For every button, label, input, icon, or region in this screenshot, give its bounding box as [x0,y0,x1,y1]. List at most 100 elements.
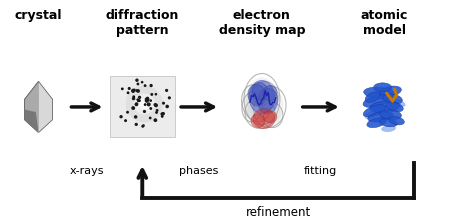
Circle shape [150,108,152,109]
Ellipse shape [247,99,273,126]
Circle shape [136,79,138,81]
Ellipse shape [253,109,275,129]
Circle shape [120,116,122,118]
Ellipse shape [255,84,276,107]
FancyBboxPatch shape [110,76,175,137]
Ellipse shape [252,83,268,100]
Ellipse shape [389,117,404,125]
Circle shape [125,120,127,122]
Circle shape [145,104,146,105]
Circle shape [134,94,154,114]
Ellipse shape [256,89,283,124]
Circle shape [163,102,164,104]
Circle shape [146,98,147,100]
Ellipse shape [249,80,275,114]
Circle shape [144,111,146,112]
Ellipse shape [380,110,401,120]
Ellipse shape [263,104,281,126]
Circle shape [143,125,144,126]
Circle shape [135,124,137,125]
Circle shape [127,112,128,113]
Circle shape [132,107,135,109]
Ellipse shape [382,126,395,132]
Ellipse shape [365,92,380,102]
Ellipse shape [368,112,393,122]
Circle shape [139,99,149,109]
Circle shape [132,90,134,92]
Circle shape [156,112,157,113]
Circle shape [135,116,137,118]
Circle shape [154,104,156,106]
Ellipse shape [263,111,277,123]
Circle shape [133,97,135,99]
Circle shape [147,103,150,106]
Circle shape [156,110,158,111]
Ellipse shape [392,99,405,107]
Ellipse shape [383,94,402,104]
Text: crystal: crystal [15,8,63,22]
Ellipse shape [380,86,401,96]
Circle shape [142,102,146,106]
Circle shape [166,89,167,91]
Circle shape [128,88,130,89]
Text: electron
density map: electron density map [219,8,305,37]
Circle shape [166,105,168,107]
Ellipse shape [374,83,392,92]
Text: fitting: fitting [304,166,337,176]
Circle shape [133,89,135,91]
Circle shape [145,85,146,86]
Ellipse shape [363,95,390,107]
Polygon shape [25,81,53,132]
Ellipse shape [363,105,386,117]
Text: atomic
model: atomic model [361,8,408,37]
Circle shape [161,113,163,115]
Ellipse shape [248,84,266,106]
Circle shape [141,82,143,83]
Ellipse shape [251,114,265,128]
Circle shape [151,94,153,95]
Circle shape [150,85,152,87]
Ellipse shape [244,94,261,120]
Circle shape [137,83,139,85]
Ellipse shape [370,101,400,113]
Circle shape [154,119,156,121]
Ellipse shape [386,102,403,112]
Circle shape [133,96,135,97]
Ellipse shape [258,88,278,114]
Circle shape [155,104,157,107]
Circle shape [146,98,149,101]
Circle shape [128,92,129,93]
Circle shape [138,96,140,98]
Circle shape [142,126,144,127]
Ellipse shape [365,111,376,119]
Circle shape [136,103,137,105]
Ellipse shape [364,87,395,99]
Circle shape [149,117,151,119]
Circle shape [162,116,163,117]
Ellipse shape [380,119,398,127]
Circle shape [155,94,156,95]
Circle shape [137,100,139,101]
Circle shape [136,104,137,105]
Circle shape [137,90,139,92]
Ellipse shape [246,77,277,121]
Circle shape [122,88,123,89]
Circle shape [150,100,151,101]
Circle shape [139,100,140,101]
Circle shape [168,97,170,99]
Circle shape [132,89,135,92]
Circle shape [136,90,137,91]
Ellipse shape [263,85,277,101]
Ellipse shape [367,118,386,128]
Polygon shape [25,109,38,132]
Circle shape [127,86,162,122]
Text: refinement: refinement [246,206,311,219]
Text: phases: phases [180,166,219,176]
Ellipse shape [244,87,268,119]
Circle shape [146,99,148,102]
Circle shape [137,99,138,100]
Circle shape [162,113,164,115]
Text: x-rays: x-rays [70,166,104,176]
Text: diffraction
pattern: diffraction pattern [106,8,179,37]
Polygon shape [25,81,38,132]
